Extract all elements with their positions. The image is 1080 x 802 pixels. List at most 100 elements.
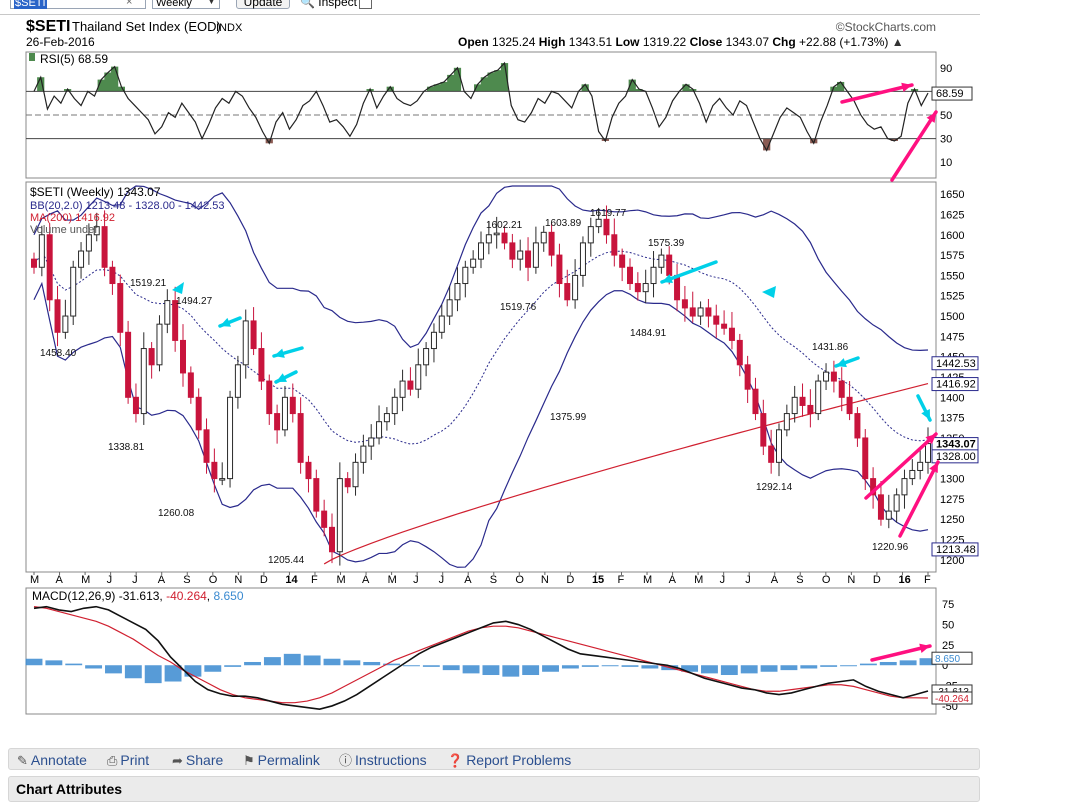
report-problems-link[interactable]: ❓ Report Problems (447, 752, 572, 768)
update-button[interactable]: Update (236, 0, 290, 9)
drawn-arrow-head (276, 373, 287, 382)
macd-x-label: M (694, 729, 703, 730)
candle-body (611, 234, 618, 256)
period-select[interactable]: Weekly (152, 0, 220, 9)
price-x-label: 14 (285, 574, 298, 586)
price-value-tag-box (931, 377, 979, 392)
price-candle (838, 367, 845, 412)
price-x-label: O (822, 574, 831, 586)
macd-x-label: S (796, 729, 803, 730)
price-annotation-label: 1205.44 (268, 555, 305, 566)
macd-x-label: D (873, 729, 881, 730)
rsi-oversold-fill (265, 138, 273, 144)
macd-x-label: J (107, 729, 113, 730)
macd-histogram-bar (462, 665, 480, 674)
price-candle (697, 301, 704, 325)
macd-tick-label: 0 (942, 660, 948, 672)
rsi-overbought-fill (837, 81, 845, 92)
price-candle (485, 220, 492, 255)
print-link[interactable]: ⎙ Print (107, 752, 150, 768)
price-value-tag-label: 1213.48 (936, 544, 976, 556)
drawn-arrow (840, 82, 914, 104)
macd-x-label: J (439, 729, 445, 730)
price-candle (234, 355, 241, 409)
price-annotation-label: 1602.21 (486, 220, 523, 231)
candle-body (634, 283, 641, 293)
macd-x-label: M (643, 729, 652, 730)
macd-tick-label: 25 (942, 640, 954, 652)
price-candle (85, 223, 92, 265)
macd-histogram-bar (65, 663, 83, 666)
price-candle (854, 407, 861, 447)
macd-x-label: F (924, 729, 931, 730)
macd-histogram-bar (701, 665, 718, 674)
macd-histogram-bar (263, 657, 281, 666)
macd-line (33, 605, 929, 710)
price-x-label: N (541, 574, 549, 586)
chart-attributes-panel[interactable]: Chart Attributes (8, 776, 980, 802)
candle-body (705, 307, 712, 317)
macd-histogram-bar (502, 665, 520, 677)
macd-histogram-bar (303, 655, 321, 666)
drawn-arrows[interactable] (172, 82, 940, 662)
macd-legend-text: MACD(12,26,9) -31.613, -40.264, 8.650 (32, 589, 244, 603)
rsi-overbought-fill (581, 84, 589, 92)
candle-body (791, 396, 798, 415)
price-x-label: A (158, 574, 166, 586)
macd-histogram-bar (363, 661, 381, 666)
clear-icon[interactable]: × (126, 0, 133, 8)
price-value-tag-box (931, 449, 979, 464)
candle-body (187, 372, 194, 398)
price-candle (219, 462, 226, 486)
candle-body (234, 364, 241, 398)
candle-body (180, 339, 186, 374)
candle-body (454, 283, 461, 301)
price-legend: $SETI (Weekly) 1343.07 BB(20,2.0) 1213.4… (30, 185, 224, 236)
price-candle (493, 216, 500, 249)
macd-x-label: F (617, 729, 624, 730)
printer-icon: ⎙ (107, 753, 118, 768)
price-candle (587, 217, 594, 257)
candle-body (38, 234, 45, 268)
macd-x-label: O (822, 729, 831, 730)
inspect-checkbox[interactable] (359, 0, 372, 9)
drawn-arrow-head (901, 82, 912, 92)
candle-body (478, 242, 484, 260)
price-annotation-label: 1619.77 (590, 208, 627, 219)
candle-body (493, 232, 500, 236)
price-candle (917, 448, 924, 480)
macd-x-label: J (745, 729, 751, 730)
price-x-label: 16 (898, 574, 910, 586)
rsi-overbought-fill (440, 81, 448, 92)
price-x-label: J (413, 574, 419, 586)
rsi-overbought-fill (426, 86, 435, 92)
chevron-down-icon[interactable]: ▼ (207, 0, 216, 6)
rsi-overbought-fill (500, 63, 509, 92)
price-candle (744, 355, 751, 404)
inspect-toggle[interactable]: 🔍 Inspect (300, 0, 372, 9)
symbol-input[interactable]: $SETI (10, 0, 146, 9)
price-candle (791, 385, 798, 423)
candle-body (532, 242, 539, 268)
candle-body (313, 478, 320, 512)
macd-histogram-bar (244, 661, 261, 666)
price-candle (313, 469, 320, 518)
price-x-label: M (337, 574, 346, 586)
drawn-arrow (660, 260, 718, 284)
candle-body (627, 266, 633, 285)
candle-body (321, 510, 328, 528)
instructions-link[interactable]: ⓘ Instructions (339, 752, 427, 768)
macd-value-tag: 8.650 (931, 651, 973, 665)
price-candle (125, 320, 132, 404)
annotate-link[interactable]: ✎ Annotate (17, 752, 87, 768)
permalink-link[interactable]: ⚑ Permalink (243, 752, 320, 768)
share-link[interactable]: ➦ Share (172, 752, 224, 768)
candle-body (893, 494, 900, 512)
price-value-tag: 1328.00 (931, 449, 979, 464)
macd-histogram-bar (343, 660, 361, 666)
price-candle (603, 205, 610, 244)
candle-body (556, 254, 563, 285)
price-candle (681, 285, 688, 322)
candle-body (289, 396, 296, 415)
